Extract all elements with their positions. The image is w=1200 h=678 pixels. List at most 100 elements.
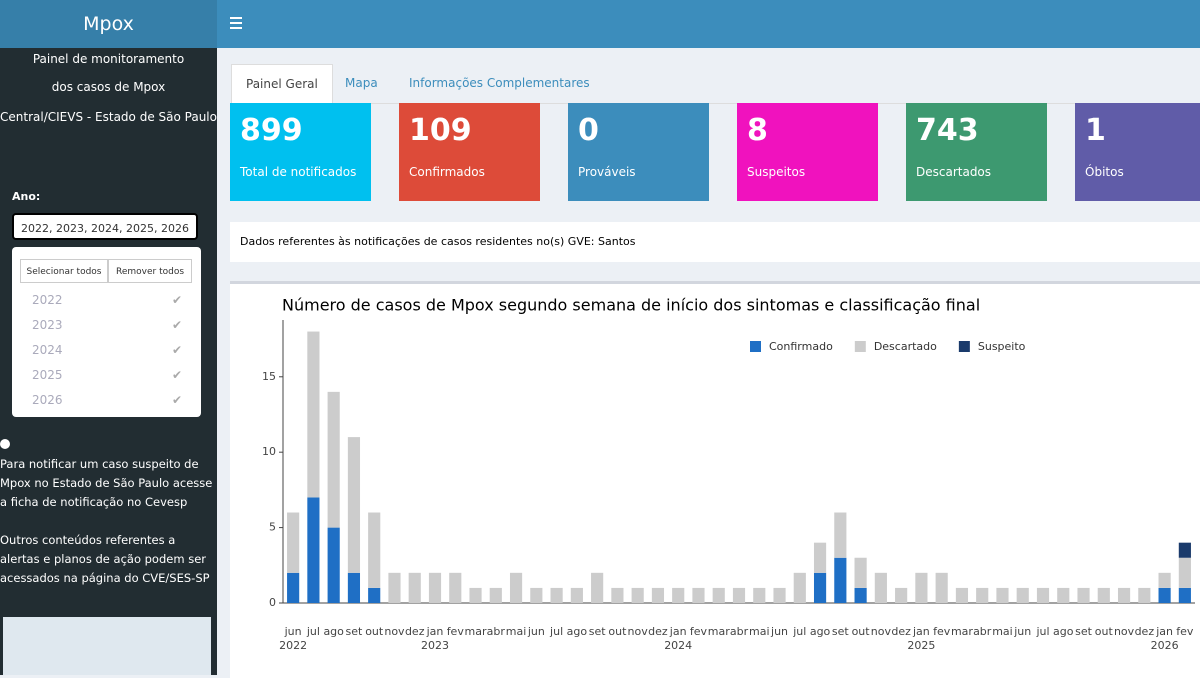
- legend-label: Confirmado: [769, 340, 833, 353]
- bar: [591, 572, 604, 603]
- bar: [874, 572, 887, 603]
- x-tick-label: mar: [708, 625, 730, 638]
- x-tick-label: jan: [426, 625, 444, 638]
- tab-bar: [230, 62, 1200, 104]
- bar: [570, 587, 583, 603]
- bar: [712, 587, 725, 603]
- y-tick-label: 5: [269, 521, 276, 534]
- bar: [732, 587, 746, 603]
- bar: [611, 587, 624, 603]
- bar: [915, 572, 928, 603]
- x-tick-label: set: [1075, 625, 1092, 638]
- x-year-label: 2023: [421, 639, 449, 652]
- brand[interactable]: Mpox: [0, 0, 217, 48]
- x-tick-label: set: [346, 625, 363, 638]
- year-option[interactable]: 2022: [32, 293, 182, 307]
- bar: [895, 587, 908, 603]
- legend-swatch: [750, 341, 761, 352]
- menu-toggle[interactable]: [230, 17, 244, 29]
- value-box: 743 Descartados: [906, 103, 1047, 201]
- x-tick-label: jan: [669, 625, 687, 638]
- bar: [530, 587, 543, 603]
- x-tick-label: jul: [792, 625, 806, 638]
- x-tick-label: mar: [465, 625, 487, 638]
- legend-label: Descartado: [874, 340, 937, 353]
- y-tick-label: 0: [269, 596, 276, 609]
- bar: [631, 587, 644, 603]
- tab[interactable]: Mapa: [345, 76, 378, 90]
- bar: [955, 587, 969, 603]
- bar: [753, 587, 766, 603]
- year-option[interactable]: 2026: [32, 393, 182, 407]
- bar: [996, 587, 1009, 603]
- x-tick-label: set: [832, 625, 849, 638]
- legend-swatch: [854, 341, 866, 352]
- bar: [327, 527, 340, 603]
- description: Central/CIEVS - Estado de São Paulo: [0, 110, 217, 124]
- x-tick-label: jun: [527, 625, 545, 638]
- select-all[interactable]: Selecionar todos: [20, 259, 108, 283]
- year-option[interactable]: 2023: [32, 318, 182, 332]
- bar: [307, 331, 320, 498]
- x-tick-label: mai: [992, 625, 1013, 638]
- x-tick-label: mai: [506, 625, 527, 638]
- x-tick-label: abr: [487, 625, 506, 638]
- x-tick-label: nov: [1114, 625, 1135, 638]
- box-value: 109: [409, 113, 472, 148]
- bar: [388, 572, 401, 603]
- year-option[interactable]: 2024: [32, 343, 182, 357]
- info-icon: [0, 439, 10, 449]
- year-option[interactable]: 2025: [32, 368, 182, 382]
- bar: [347, 437, 361, 573]
- x-tick-label: dez: [891, 625, 911, 638]
- sidebar: Mpox Painel de monitoramento dos casos d…: [0, 0, 217, 675]
- bar: [1178, 587, 1191, 603]
- year-label: Ano:: [12, 190, 41, 203]
- x-tick-label: ago: [810, 625, 831, 638]
- tab[interactable]: Informações Complementares: [409, 76, 590, 90]
- chart-panel: [230, 281, 1200, 678]
- value-box: 899 Total de notificados: [230, 103, 371, 201]
- box-label: Total de notificados: [240, 165, 357, 179]
- bar: [469, 587, 482, 603]
- bar: [1178, 557, 1191, 588]
- year-select[interactable]: 2022, 2023, 2024, 2025, 2026: [12, 213, 198, 240]
- bar: [550, 587, 563, 603]
- x-tick-label: out: [608, 625, 627, 638]
- value-box: 109 Confirmados: [399, 103, 540, 201]
- bar: [976, 587, 989, 603]
- x-tick-label: nov: [384, 625, 405, 638]
- header: [217, 0, 1200, 48]
- box-value: 743: [916, 113, 979, 148]
- x-tick-label: fev: [447, 625, 465, 638]
- x-tick-label: abr: [973, 625, 992, 638]
- bar: [509, 572, 523, 603]
- x-tick-label: ago: [567, 625, 588, 638]
- description: Painel de monitoramento: [32, 52, 185, 66]
- legend-label: Suspeito: [978, 340, 1026, 353]
- box-label: Suspeitos: [747, 165, 806, 179]
- bar: [651, 587, 665, 603]
- x-year-label: 2026: [1151, 639, 1179, 652]
- bar: [1057, 587, 1070, 603]
- x-tick-label: fev: [690, 625, 708, 638]
- bar: [307, 497, 320, 603]
- bar: [834, 512, 847, 558]
- x-tick-label: ago: [1053, 625, 1074, 638]
- deselect-all[interactable]: Remover todos: [108, 259, 192, 283]
- bar: [1097, 587, 1110, 603]
- bar: [368, 512, 381, 588]
- bar: [793, 572, 806, 603]
- bar: [408, 572, 421, 603]
- value-box: 8 Suspeitos: [737, 103, 878, 201]
- bar: [347, 572, 361, 603]
- x-tick-label: jan: [912, 625, 930, 638]
- bar: [428, 572, 442, 603]
- tab[interactable]: Painel Geral: [231, 64, 333, 103]
- bar: [1036, 587, 1050, 603]
- x-tick-label: jul: [1035, 625, 1049, 638]
- box-label: Descartados: [916, 165, 992, 179]
- box-label: Confirmados: [409, 165, 485, 179]
- bar: [287, 512, 300, 573]
